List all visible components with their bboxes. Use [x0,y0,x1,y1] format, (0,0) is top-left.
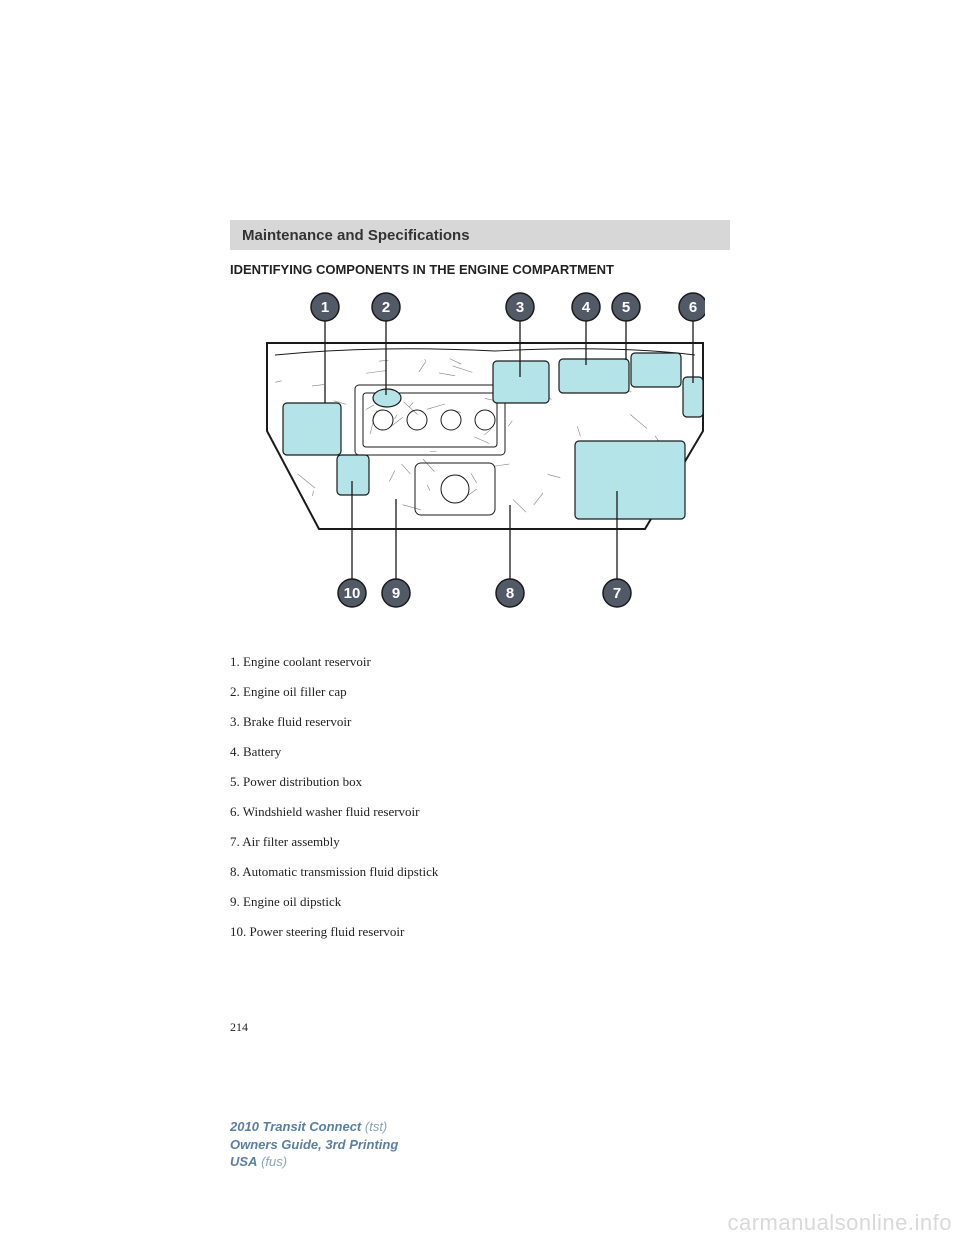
section-header-bar: Maintenance and Specifications [230,220,730,250]
component-item: 7. Air filter assembly [230,834,710,850]
component-item: 9. Engine oil dipstick [230,894,710,910]
component-item: 4. Battery [230,744,710,760]
page-subheading: IDENTIFYING COMPONENTS IN THE ENGINE COM… [230,262,614,277]
footer-vehicle: 2010 Transit Connect [230,1119,361,1134]
component-list: 1. Engine coolant reservoir 2. Engine oil… [230,654,710,954]
component-item: 8. Automatic transmission fluid dipstick [230,864,710,880]
svg-text:3: 3 [516,299,524,316]
footer-region: USA [230,1154,257,1169]
footer-guide: Owners Guide, 3rd Printing [230,1136,398,1154]
svg-text:4: 4 [582,299,591,316]
component-item: 5. Power distribution box [230,774,710,790]
component-item: 3. Brake fluid reservoir [230,714,710,730]
svg-text:7: 7 [613,585,621,602]
svg-text:5: 5 [622,299,630,316]
watermark-text: carmanualsonline.info [727,1210,952,1236]
component-item: 10. Power steering fluid reservoir [230,924,710,940]
footer-vehicle-code: (tst) [361,1119,387,1134]
svg-text:1: 1 [321,299,329,316]
component-item: 2. Engine oil filler cap [230,684,710,700]
svg-text:2: 2 [382,299,390,316]
svg-text:10: 10 [344,585,361,602]
engine-compartment-diagram: 1 2 3 4 5 6 10 9 8 7 [255,285,705,615]
component-item: 6. Windshield washer fluid reservoir [230,804,710,820]
component-item: 1. Engine coolant reservoir [230,654,710,670]
page-number: 214 [230,1020,248,1035]
section-header-text: Maintenance and Specifications [242,227,470,244]
svg-text:8: 8 [506,585,514,602]
svg-text:9: 9 [392,585,400,602]
svg-text:6: 6 [689,299,697,316]
footer-region-code: (fus) [257,1154,287,1169]
footer-block: 2010 Transit Connect (tst) Owners Guide,… [230,1118,398,1171]
